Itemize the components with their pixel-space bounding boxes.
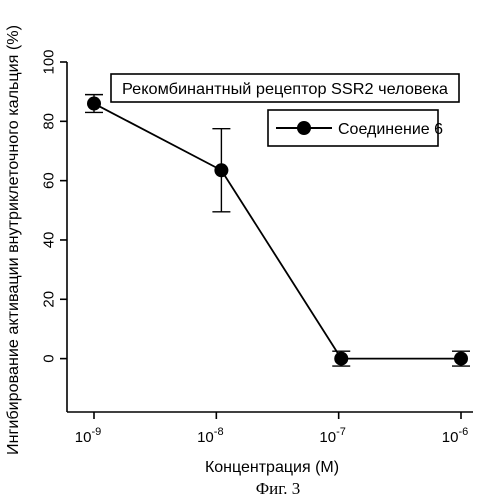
figure-caption: Фиг. 3 xyxy=(256,479,301,498)
data-point xyxy=(334,352,348,366)
legend-marker xyxy=(297,121,311,135)
data-point xyxy=(454,352,468,366)
x-tick-label: 10-8 xyxy=(197,426,223,446)
y-tick-label: 40 xyxy=(40,232,57,249)
x-ticks: 10-9 10-8 10-7 10-6 xyxy=(75,412,468,446)
legend: Соединение 6 xyxy=(268,110,443,146)
y-tick-label: 100 xyxy=(40,49,57,74)
data-point xyxy=(87,97,101,111)
chart-title: Рекомбинантный рецептор SSR2 человека xyxy=(122,81,448,98)
x-tick-label: 10-7 xyxy=(319,426,345,446)
legend-label: Соединение 6 xyxy=(338,121,443,138)
x-tick-label: 10-9 xyxy=(75,426,101,446)
y-tick-label: 60 xyxy=(40,172,57,189)
x-axis-title: Концентрация (М) xyxy=(205,459,339,476)
data-point xyxy=(214,163,228,177)
y-ticks: 0 20 40 60 80 100 xyxy=(40,49,67,362)
y-axis-title: Ингибирование активации внутриклеточного… xyxy=(5,25,22,455)
y-tick-label: 20 xyxy=(40,291,57,308)
y-tick-label: 80 xyxy=(40,113,57,130)
y-tick-label: 0 xyxy=(40,354,57,362)
chart-title-box: Рекомбинантный рецептор SSR2 человека xyxy=(111,74,459,102)
plot-area: 0 20 40 60 80 100 10-9 10-8 10-7 10-6 xyxy=(40,49,473,446)
x-tick-label: 10-6 xyxy=(442,426,468,446)
